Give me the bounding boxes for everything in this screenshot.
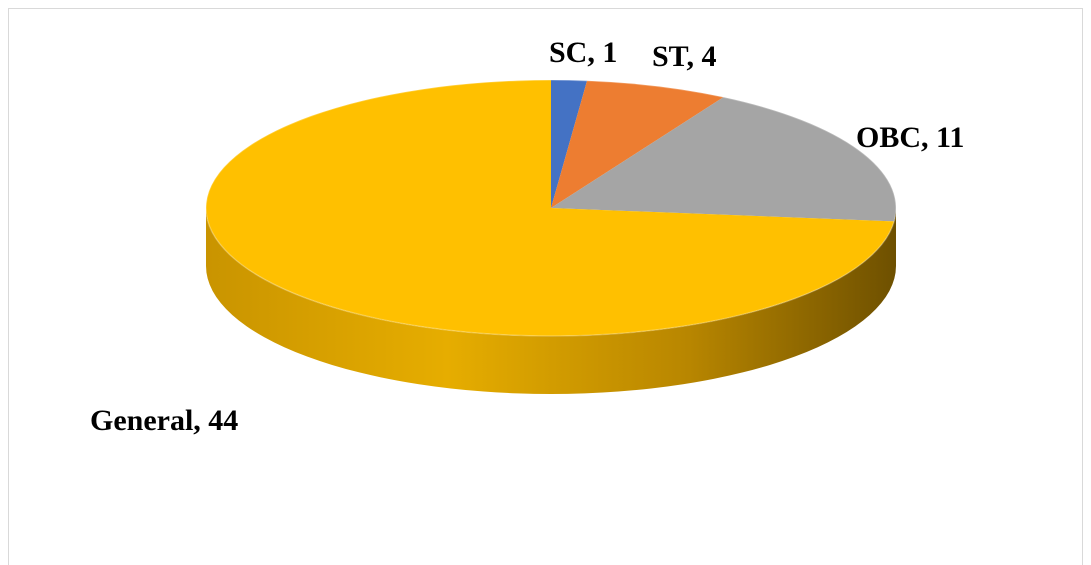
slice-label-general: General, 44 [90,404,238,437]
pie-side-wall [206,208,896,394]
slice-label-obc: OBC, 11 [856,121,964,154]
pie-top [205,79,897,337]
slice-label-st: ST, 4 [652,40,716,73]
pie-slice-sc [551,79,588,208]
pie-slice-general [206,80,895,336]
pie-slice-st [551,80,724,208]
pie-slice-obc [551,97,896,222]
pie-labels: SC, 1 ST, 4 OBC, 11 General, 44 [90,36,964,437]
pie-side [206,208,896,394]
slice-label-sc: SC, 1 [549,36,617,69]
pie-rim [205,79,897,337]
